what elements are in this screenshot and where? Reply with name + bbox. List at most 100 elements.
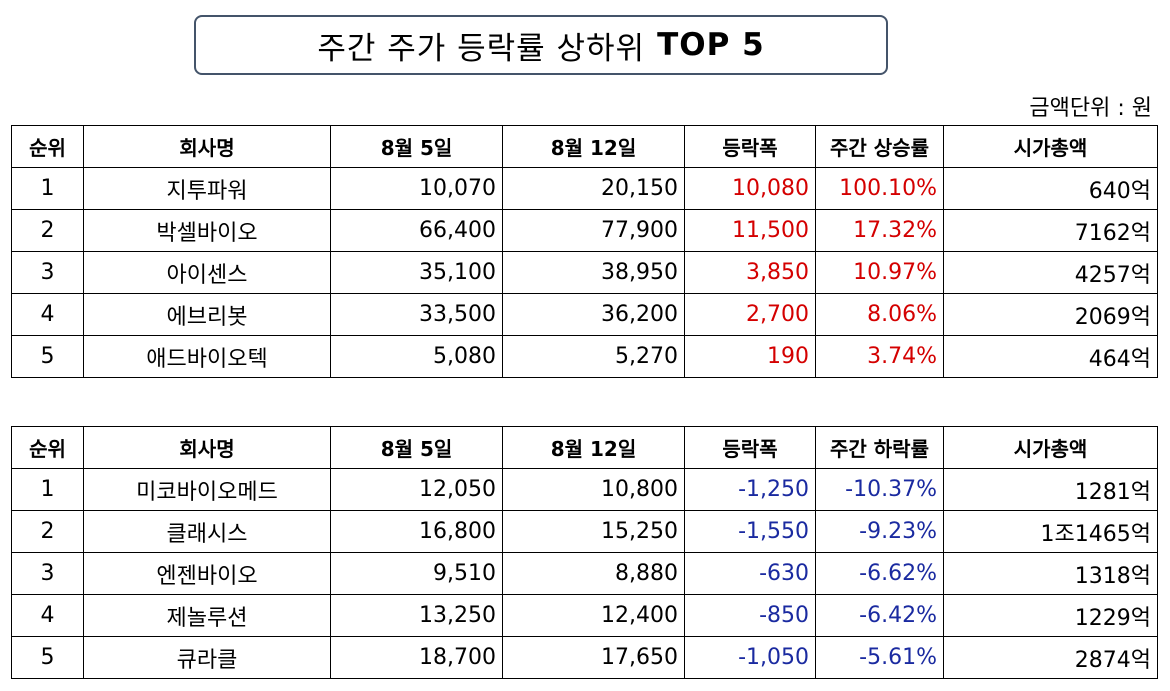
company-cell: 박셀바이오	[83, 209, 331, 252]
price-end-cell: 10,800	[502, 468, 685, 511]
rate-cell: 8.06%	[815, 293, 944, 336]
table-row: 4 제놀루션 13,250 12,400 -850 -6.42% 1229억	[11, 594, 1158, 637]
change-cell: 3,850	[684, 251, 816, 294]
market-cap-cell: 1318억	[943, 552, 1158, 595]
table-row: 3 엔젠바이오 9,510 8,880 -630 -6.62% 1318억	[11, 552, 1158, 595]
rank-cell: 3	[11, 552, 84, 595]
header-rank: 순위	[11, 426, 84, 469]
rate-cell: 17.32%	[815, 209, 944, 252]
change-cell: 2,700	[684, 293, 816, 336]
company-cell: 엔젠바이오	[83, 552, 331, 595]
header-change: 등락폭	[684, 125, 816, 168]
rate-cell: 100.10%	[815, 167, 944, 210]
rank-cell: 3	[11, 251, 84, 294]
table-row: 5 애드바이오텍 5,080 5,270 190 3.74% 464억	[11, 335, 1158, 378]
table-row: 2 박셀바이오 66,400 77,900 11,500 17.32% 7162…	[11, 209, 1158, 252]
company-cell: 아이센스	[83, 251, 331, 294]
market-cap-cell: 464억	[943, 335, 1158, 378]
market-cap-cell: 2874억	[943, 636, 1158, 679]
rate-cell: 3.74%	[815, 335, 944, 378]
change-cell: 10,080	[684, 167, 816, 210]
table-header-row: 순위 회사명 8월 5일 8월 12일 등락폭 주간 상승률 시가총액	[11, 125, 1158, 168]
header-rank: 순위	[11, 125, 84, 168]
price-end-cell: 15,250	[502, 510, 685, 553]
price-start-cell: 33,500	[330, 293, 503, 336]
change-cell: -850	[684, 594, 816, 637]
rate-cell: -6.62%	[815, 552, 944, 595]
price-start-cell: 9,510	[330, 552, 503, 595]
change-cell: -1,550	[684, 510, 816, 553]
market-cap-cell: 2069억	[943, 293, 1158, 336]
header-rate: 주간 하락률	[815, 426, 944, 469]
header-company: 회사명	[83, 426, 331, 469]
table-row: 1 지투파워 10,070 20,150 10,080 100.10% 640억	[11, 167, 1158, 210]
rank-cell: 1	[11, 468, 84, 511]
price-end-cell: 77,900	[502, 209, 685, 252]
header-market-cap: 시가총액	[943, 426, 1158, 469]
rate-cell: 10.97%	[815, 251, 944, 294]
rank-cell: 4	[11, 594, 84, 637]
header-change: 등락폭	[684, 426, 816, 469]
header-company: 회사명	[83, 125, 331, 168]
table-row: 2 클래시스 16,800 15,250 -1,550 -9.23% 1조146…	[11, 510, 1158, 553]
market-cap-cell: 4257억	[943, 251, 1158, 294]
rank-cell: 5	[11, 335, 84, 378]
price-start-cell: 12,050	[330, 468, 503, 511]
price-end-cell: 8,880	[502, 552, 685, 595]
change-cell: 190	[684, 335, 816, 378]
table-row: 5 큐라클 18,700 17,650 -1,050 -5.61% 2874억	[11, 636, 1158, 679]
market-cap-cell: 1조1465억	[943, 510, 1158, 553]
price-end-cell: 36,200	[502, 293, 685, 336]
header-date-end: 8월 12일	[502, 125, 685, 168]
table-row: 4 에브리봇 33,500 36,200 2,700 8.06% 2069억	[11, 293, 1158, 336]
company-cell: 미코바이오메드	[83, 468, 331, 511]
rank-cell: 1	[11, 167, 84, 210]
company-cell: 애드바이오텍	[83, 335, 331, 378]
header-date-start: 8월 5일	[330, 125, 503, 168]
market-cap-cell: 7162억	[943, 209, 1158, 252]
market-cap-cell: 640억	[943, 167, 1158, 210]
price-end-cell: 17,650	[502, 636, 685, 679]
table-header-row: 순위 회사명 8월 5일 8월 12일 등락폭 주간 하락률 시가총액	[11, 426, 1158, 469]
rate-cell: -5.61%	[815, 636, 944, 679]
price-start-cell: 66,400	[330, 209, 503, 252]
header-date-end: 8월 12일	[502, 426, 685, 469]
page-title: 주간 주가 등락률 상하위 TOP 5	[194, 15, 888, 75]
change-cell: -630	[684, 552, 816, 595]
market-cap-cell: 1281억	[943, 468, 1158, 511]
rank-cell: 2	[11, 510, 84, 553]
unit-note: 금액단위 : 원	[1029, 96, 1152, 121]
rate-cell: -6.42%	[815, 594, 944, 637]
company-cell: 제놀루션	[83, 594, 331, 637]
price-end-cell: 20,150	[502, 167, 685, 210]
header-market-cap: 시가총액	[943, 125, 1158, 168]
price-start-cell: 35,100	[330, 251, 503, 294]
change-cell: 11,500	[684, 209, 816, 252]
rank-cell: 5	[11, 636, 84, 679]
company-cell: 지투파워	[83, 167, 331, 210]
header-date-start: 8월 5일	[330, 426, 503, 469]
company-cell: 큐라클	[83, 636, 331, 679]
header-rate: 주간 상승률	[815, 125, 944, 168]
price-end-cell: 12,400	[502, 594, 685, 637]
price-start-cell: 10,070	[330, 167, 503, 210]
price-start-cell: 16,800	[330, 510, 503, 553]
price-end-cell: 38,950	[502, 251, 685, 294]
rise-table: 순위 회사명 8월 5일 8월 12일 등락폭 주간 상승률 시가총액 1 지투…	[11, 125, 1158, 378]
rank-cell: 2	[11, 209, 84, 252]
rate-cell: -9.23%	[815, 510, 944, 553]
title-highlight: TOP 5	[657, 27, 765, 63]
table-row: 3 아이센스 35,100 38,950 3,850 10.97% 4257억	[11, 251, 1158, 294]
price-start-cell: 13,250	[330, 594, 503, 637]
market-cap-cell: 1229억	[943, 594, 1158, 637]
table-row: 1 미코바이오메드 12,050 10,800 -1,250 -10.37% 1…	[11, 468, 1158, 511]
price-start-cell: 5,080	[330, 335, 503, 378]
fall-table: 순위 회사명 8월 5일 8월 12일 등락폭 주간 하락률 시가총액 1 미코…	[11, 426, 1158, 679]
change-cell: -1,250	[684, 468, 816, 511]
rank-cell: 4	[11, 293, 84, 336]
rate-cell: -10.37%	[815, 468, 944, 511]
price-end-cell: 5,270	[502, 335, 685, 378]
price-start-cell: 18,700	[330, 636, 503, 679]
change-cell: -1,050	[684, 636, 816, 679]
company-cell: 에브리봇	[83, 293, 331, 336]
